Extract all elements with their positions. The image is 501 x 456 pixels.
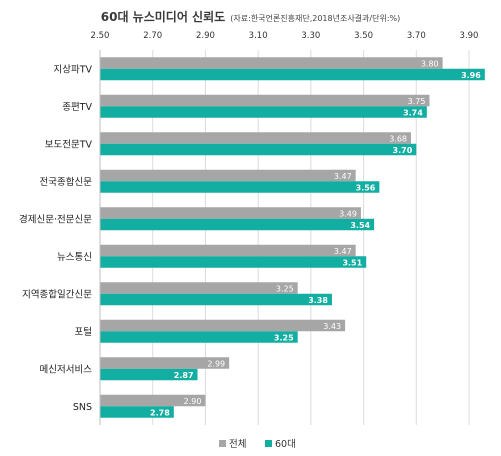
data-label: 3.51	[342, 258, 362, 267]
bar-total	[100, 357, 230, 369]
bar-total	[100, 207, 361, 219]
bar-60s	[100, 331, 298, 343]
bar-total	[100, 394, 206, 407]
data-label: 3.54	[350, 221, 370, 230]
bar-60s	[100, 106, 427, 118]
legend-label: 60대	[275, 439, 296, 450]
bar-60s	[100, 68, 485, 81]
bar-60s	[100, 143, 417, 156]
legend-swatch	[219, 440, 226, 447]
data-label: 2.90	[184, 397, 202, 406]
data-label: 3.43	[323, 322, 341, 331]
data-label: 2.87	[174, 371, 194, 380]
bar-60s	[100, 293, 332, 306]
bar-total	[100, 282, 298, 294]
category-label: 종편TV	[62, 101, 92, 113]
data-label: 3.74	[403, 108, 423, 117]
category-label: 전국종합신문	[40, 177, 93, 188]
bar-60s	[100, 256, 367, 268]
data-label: 3.80	[421, 59, 439, 68]
x-tick-label: 3.50	[354, 31, 373, 41]
x-tick-label: 3.10	[249, 31, 268, 41]
bar-60s	[100, 406, 174, 418]
bar-60s	[100, 181, 380, 193]
category-label: 메신저서비스	[40, 364, 93, 375]
category-label: 보도전문TV	[45, 139, 93, 150]
data-label: 2.78	[150, 408, 170, 417]
bar-total	[100, 132, 412, 144]
x-tick-label: 3.30	[301, 31, 320, 41]
category-label: 경제신문·전문신문	[19, 213, 92, 225]
legend-swatch	[265, 440, 272, 447]
chart-subtitle: (자료:한국언론진흥재단,2018년조사결과/단위:%)	[230, 14, 401, 23]
category-label: 지역종합일간신문	[22, 289, 92, 300]
data-label: 3.56	[356, 183, 376, 192]
x-tick-label: 2.50	[91, 31, 110, 41]
data-label: 3.68	[389, 134, 407, 143]
x-tick-label: 3.90	[460, 31, 479, 41]
data-label: 3.25	[276, 284, 294, 293]
data-label: 3.38	[308, 296, 328, 305]
x-tick-label: 3.70	[407, 31, 426, 41]
category-label: 지상파TV	[53, 64, 92, 75]
category-label: 뉴스통신	[57, 252, 92, 263]
category-label: 포털	[75, 326, 92, 338]
category-label: SNS	[73, 402, 92, 413]
bar-total	[100, 57, 443, 69]
bar-total	[100, 169, 356, 182]
bar-60s	[100, 218, 375, 231]
data-label: 3.49	[339, 209, 357, 218]
data-label: 3.25	[274, 333, 294, 342]
x-tick-label: 2.70	[143, 31, 162, 41]
bar-total	[100, 244, 356, 257]
data-label: 3.75	[408, 97, 426, 106]
data-label: 3.47	[334, 172, 352, 181]
data-label: 3.47	[334, 247, 352, 256]
legend-label: 전체	[229, 439, 246, 450]
bar-total	[100, 319, 346, 332]
data-label: 2.99	[207, 359, 225, 368]
data-label: 3.70	[393, 146, 413, 155]
chart-title: 60대 뉴스미디어 신뢰도	[100, 10, 226, 24]
bar-60s	[100, 368, 198, 381]
bar-total	[100, 94, 430, 107]
chart-title-block: 60대 뉴스미디어 신뢰도 (자료:한국언론진흥재단,2018년조사결과/단위:…	[0, 6, 501, 25]
x-tick-label: 2.90	[196, 31, 215, 41]
data-label: 3.96	[461, 71, 481, 80]
